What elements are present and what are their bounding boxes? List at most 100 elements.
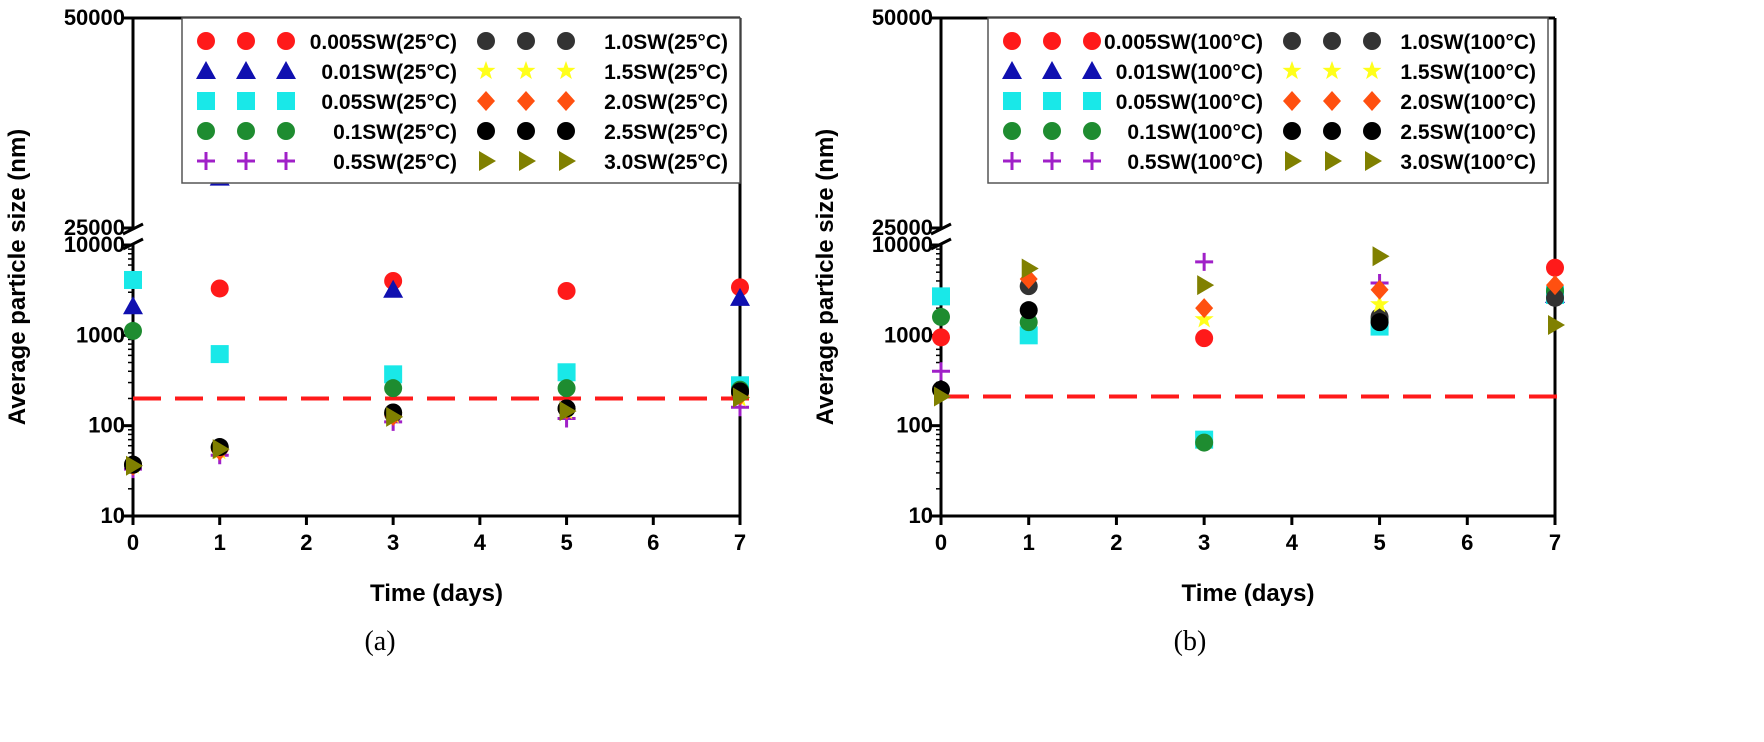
panel-caption: (b) [1174, 626, 1207, 657]
legend-marker [1043, 122, 1061, 140]
legend-marker [277, 122, 295, 140]
legend-marker [477, 32, 495, 50]
legend-marker [1282, 61, 1302, 80]
legend-marker [1003, 92, 1021, 110]
legend-marker [1365, 151, 1382, 171]
data-point [1197, 275, 1215, 296]
y-tick-label: 1000 [76, 322, 125, 347]
series-0.5SW(25°C) [124, 398, 749, 479]
legend-marker [1082, 61, 1102, 79]
series-1.5SW(25°C) [123, 388, 750, 474]
data-point [384, 365, 403, 384]
y-axis-label: Average particle size (nm) [812, 129, 839, 426]
legend-marker [1363, 91, 1381, 111]
legend-marker [1323, 32, 1341, 50]
y-tick-label: 10000 [64, 232, 125, 257]
series-0.005SW(25°C) [210, 271, 749, 300]
series-0.005SW(100°C) [932, 258, 1564, 348]
data-point [731, 278, 749, 297]
x-tick-label: 7 [734, 530, 746, 555]
legend-marker [277, 152, 295, 170]
legend-marker [1043, 32, 1061, 50]
series-2.5SW(25°C) [124, 382, 749, 474]
legend-marker [1362, 61, 1382, 80]
y-tick-label: 10 [909, 503, 933, 528]
legend-label: 0.005SW(25°C) [310, 31, 457, 54]
legend-marker [1002, 61, 1022, 79]
legend-label: 0.1SW(25°C) [333, 121, 457, 144]
legend-marker [1083, 122, 1101, 140]
legend-label: 0.01SW(100°C) [1116, 61, 1263, 84]
legend-marker [1283, 91, 1301, 111]
data-point [733, 387, 750, 408]
panel-caption: (a) [364, 626, 395, 657]
y-tick-label: 25000 [64, 215, 125, 240]
legend-marker [277, 32, 295, 50]
x-axis-label: Time (days) [370, 580, 503, 607]
data-point [934, 386, 951, 407]
series-2.5SW(100°C) [932, 301, 1389, 399]
data-point [384, 379, 403, 398]
legend-marker [517, 32, 535, 50]
legend-label: 2.5SW(100°C) [1400, 121, 1536, 144]
data-point [1019, 301, 1038, 320]
y-tick-label: 50000 [64, 5, 125, 30]
legend-marker [197, 122, 215, 140]
data-point [210, 345, 229, 364]
x-tick-label: 1 [1023, 530, 1035, 555]
series-0.5SW(100°C) [932, 252, 1389, 381]
legend-marker [1083, 92, 1101, 110]
legend-label: 3.0SW(100°C) [1400, 151, 1536, 174]
legend-label: 0.1SW(100°C) [1127, 121, 1263, 144]
legend-label: 0.01SW(25°C) [321, 61, 457, 84]
y-tick-label: 1000 [884, 322, 933, 347]
legend-label: 1.0SW(25°C) [604, 31, 728, 54]
legend-marker [196, 61, 216, 79]
legend-marker [197, 92, 215, 110]
data-point [1195, 433, 1214, 452]
legend-label: 0.05SW(25°C) [321, 91, 457, 114]
data-point [212, 439, 230, 460]
data-point [557, 281, 576, 300]
legend-marker [1283, 122, 1301, 140]
legend-marker [517, 122, 535, 140]
legend-marker [277, 92, 295, 110]
legend-label: 2.0SW(25°C) [604, 91, 728, 114]
legend-box [987, 17, 1549, 184]
legend-marker [237, 92, 255, 110]
legend-label: 2.5SW(25°C) [604, 121, 728, 144]
data-point [1546, 288, 1564, 307]
legend: 0.005SW(100°C) 0.01SW(100°C) 0.05SW(100°C)… [987, 17, 1549, 184]
legend-marker [1323, 91, 1341, 111]
data-point [1195, 298, 1214, 319]
x-tick-label: 2 [300, 530, 312, 555]
legend-marker [1283, 32, 1301, 50]
legend-box [181, 17, 741, 184]
legend-label: 2.0SW(100°C) [1400, 91, 1536, 114]
legend-marker [1043, 152, 1061, 170]
legend: 0.005SW(25°C) 0.01SW(25°C) 0.05SW(25°C) 0.1… [181, 17, 741, 184]
data-point [932, 307, 950, 326]
legend-marker [237, 32, 255, 50]
legend-marker [1003, 122, 1021, 140]
legend-marker [519, 151, 536, 171]
legend-marker [1003, 152, 1021, 170]
legend-marker [237, 122, 255, 140]
series-3.0SW(100°C) [934, 246, 1565, 407]
data-point [123, 296, 143, 315]
y-tick-label: 10000 [872, 232, 933, 257]
x-tick-label: 3 [387, 530, 399, 555]
series-3.0SW(25°C) [126, 387, 750, 476]
data-point [386, 406, 404, 427]
series-2.0SW(100°C) [1019, 269, 1564, 319]
legend-label: 1.5SW(25°C) [604, 61, 728, 84]
legend-marker [236, 61, 256, 79]
x-tick-label: 0 [127, 530, 139, 555]
x-tick-label: 7 [1549, 530, 1561, 555]
data-point [1021, 258, 1039, 279]
x-tick-label: 0 [935, 530, 947, 555]
legend-label: 0.5SW(25°C) [333, 151, 457, 174]
